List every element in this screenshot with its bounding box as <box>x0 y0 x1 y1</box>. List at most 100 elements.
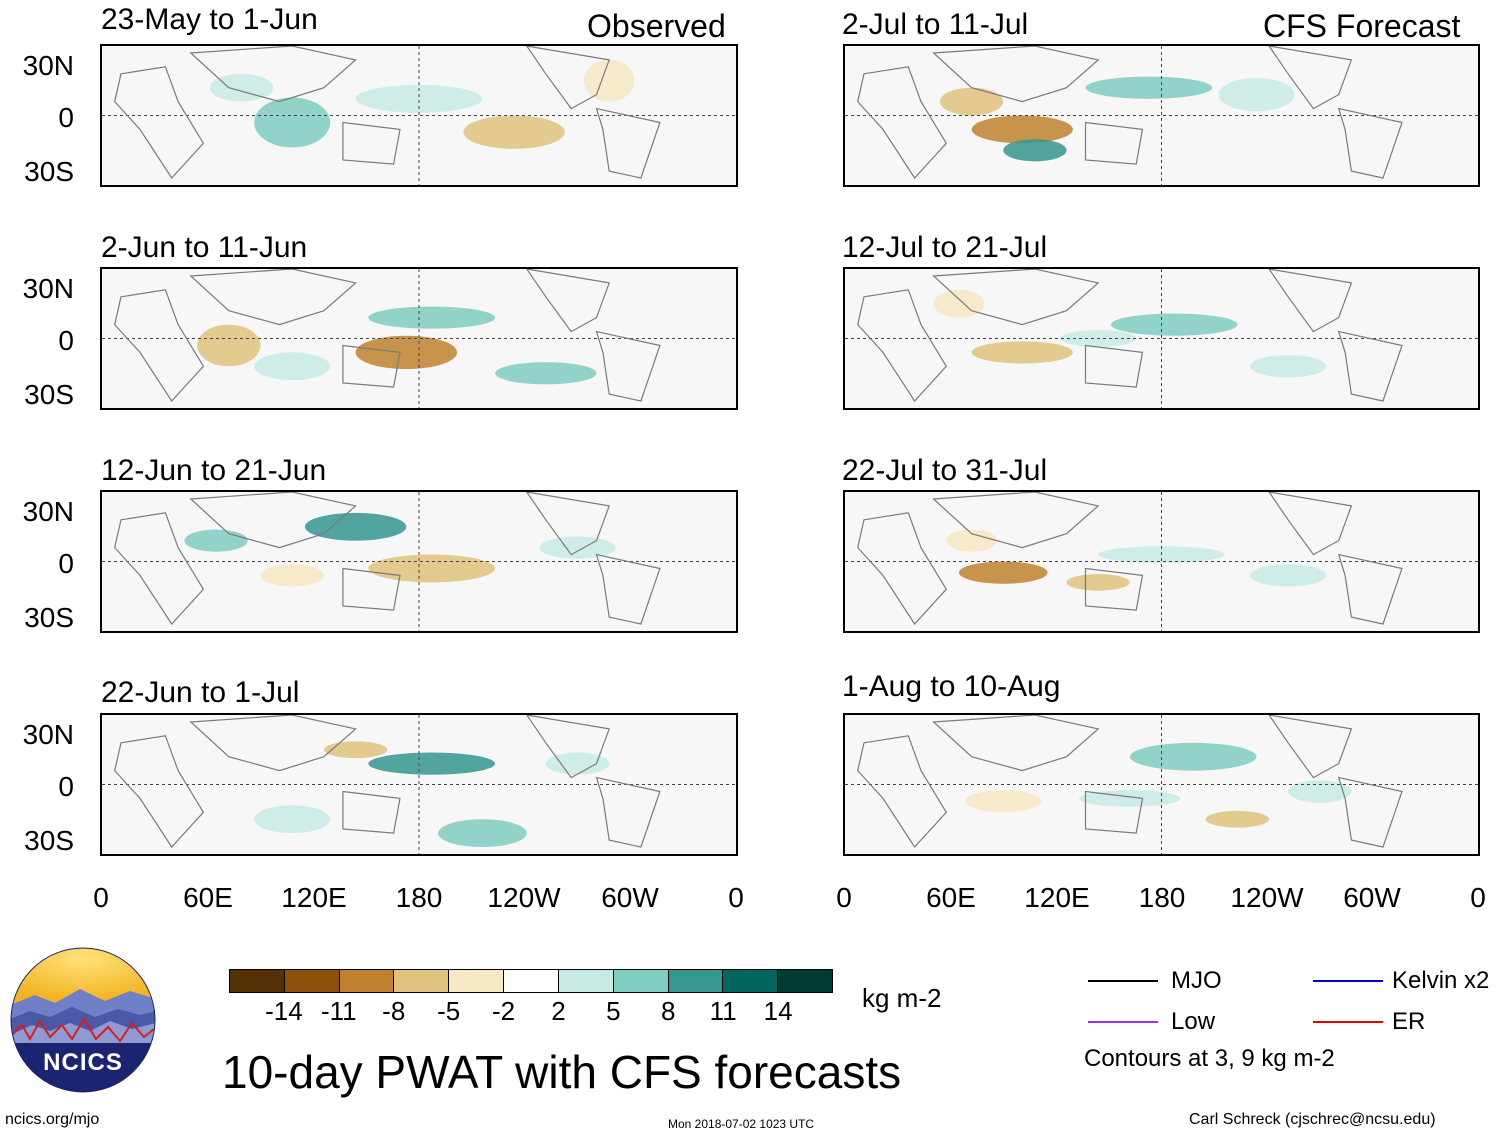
colorbar-swatch <box>338 970 394 992</box>
anomaly-region <box>463 115 565 149</box>
legend-note: Contours at 3, 9 kg m-2 <box>1084 1045 1335 1072</box>
map-graphic <box>845 46 1478 185</box>
map-panel-forecast-3 <box>843 490 1480 633</box>
map-panel-observed-4 <box>100 713 738 856</box>
map-panel-forecast-1 <box>843 44 1480 187</box>
continent-outline <box>932 269 1100 326</box>
anomaly-region <box>260 564 324 587</box>
anomaly-region <box>184 529 248 552</box>
continent-outline <box>1084 344 1144 388</box>
continent-outline <box>189 492 357 549</box>
colorbar-label: 14 <box>763 996 793 1026</box>
continent-outline <box>189 715 357 772</box>
legend-low-label: Low <box>1171 1008 1216 1035</box>
anomaly-region <box>1003 139 1067 162</box>
continent-outline <box>1268 46 1353 110</box>
anomaly-region <box>933 289 985 318</box>
continent-outline <box>857 735 948 848</box>
colorbar-label: 8 <box>661 996 676 1026</box>
ytick-0: 0 <box>58 548 74 579</box>
continent-outline <box>857 289 948 402</box>
xtick-left-180: 180 <box>395 882 443 913</box>
continent-outline <box>114 289 205 402</box>
anomaly-region <box>368 752 496 775</box>
panel-title-r1: 2-Jul to 11-Jul <box>842 8 1029 41</box>
legend-mjo-line <box>1088 980 1158 982</box>
xtick-left-120w: 120W <box>487 882 561 913</box>
panel-title-r3: 22-Jul to 31-Jul <box>842 454 1048 487</box>
continent-outline <box>342 344 401 388</box>
anomaly-region <box>1250 355 1327 378</box>
footer-author: Carl Schreck (cjschrec@ncsu.edu) <box>1189 1111 1436 1128</box>
xtick-right-120w: 120W <box>1230 882 1304 913</box>
anomaly-region <box>368 554 496 583</box>
xtick-left-0: 0 <box>93 882 109 913</box>
map-panel-observed-1 <box>100 44 738 187</box>
anomaly-region <box>323 741 388 759</box>
anomaly-region <box>209 73 274 102</box>
panel-title-l3: 12-Jun to 21-Jun <box>101 454 327 487</box>
colorbar-swatch <box>722 970 778 992</box>
forecast-label: CFS Forecast <box>1263 8 1461 44</box>
anomaly-region <box>1129 742 1257 771</box>
anomaly-region <box>971 341 1073 364</box>
xtick-right-0: 0 <box>836 882 852 913</box>
ncics-logo: NCICS <box>10 947 156 1093</box>
legend-low-line <box>1088 1021 1158 1023</box>
colorbar-label: 5 <box>606 996 621 1026</box>
anomaly-region <box>1250 564 1327 587</box>
panel-title-r4: 1-Aug to 10-Aug <box>842 670 1061 703</box>
ytick-30s: 30S <box>24 825 74 856</box>
continent-outline <box>1268 492 1353 556</box>
ytick-30s: 30S <box>24 379 74 410</box>
anomaly-region <box>495 362 597 385</box>
ytick-30n: 30N <box>22 273 74 304</box>
anomaly-region <box>355 84 483 113</box>
continent-outline <box>595 553 661 625</box>
continent-outline <box>595 776 661 848</box>
colorbar-units: kg m-2 <box>862 983 942 1013</box>
ytick-30s: 30S <box>24 156 74 187</box>
footer-url[interactable]: ncics.org/mjo <box>5 1111 100 1128</box>
map-graphic <box>102 715 736 854</box>
continent-outline <box>526 46 611 110</box>
colorbar-label: -2 <box>491 996 516 1026</box>
xtick-right-0-end: 0 <box>1470 882 1486 913</box>
anomaly-region <box>1085 76 1213 99</box>
anomaly-region <box>254 352 331 381</box>
ytick-30n: 30N <box>22 496 74 527</box>
xtick-right-120e: 120E <box>1024 882 1090 913</box>
continent-outline <box>114 512 205 625</box>
ytick-0: 0 <box>58 102 74 133</box>
continent-outline <box>526 269 611 333</box>
continent-outline <box>595 330 661 402</box>
continent-outline <box>114 66 205 179</box>
anomaly-region <box>971 115 1073 144</box>
anomaly-region <box>254 97 331 148</box>
colorbar-swatch <box>448 970 504 992</box>
colorbar-swatch <box>283 970 339 992</box>
map-panel-forecast-4 <box>843 713 1480 856</box>
anomaly-region <box>545 752 610 775</box>
map-panel-observed-2 <box>100 267 738 410</box>
anomaly-region <box>1218 77 1295 112</box>
continent-outline <box>932 46 1100 103</box>
continent-outline <box>526 715 611 779</box>
anomaly-region <box>1066 574 1130 591</box>
map-graphic <box>845 269 1478 408</box>
ncics-logo-graphic <box>10 947 156 1093</box>
continent-outline <box>526 492 611 556</box>
anomaly-region <box>304 512 407 541</box>
map-graphic <box>845 492 1478 631</box>
legend-mjo-label: MJO <box>1171 967 1222 994</box>
continent-outline <box>857 66 948 179</box>
xtick-left-60w: 60W <box>601 882 659 913</box>
map-panel-forecast-2 <box>843 267 1480 410</box>
legend-kelvin-line <box>1313 980 1383 982</box>
colorbar-swatch <box>503 970 558 992</box>
continent-outline <box>189 269 357 326</box>
anomaly-region <box>539 536 616 559</box>
anomaly-region <box>197 324 261 367</box>
footer-timestamp: Mon 2018-07-02 1023 UTC <box>668 1117 815 1131</box>
continent-outline <box>114 735 205 848</box>
